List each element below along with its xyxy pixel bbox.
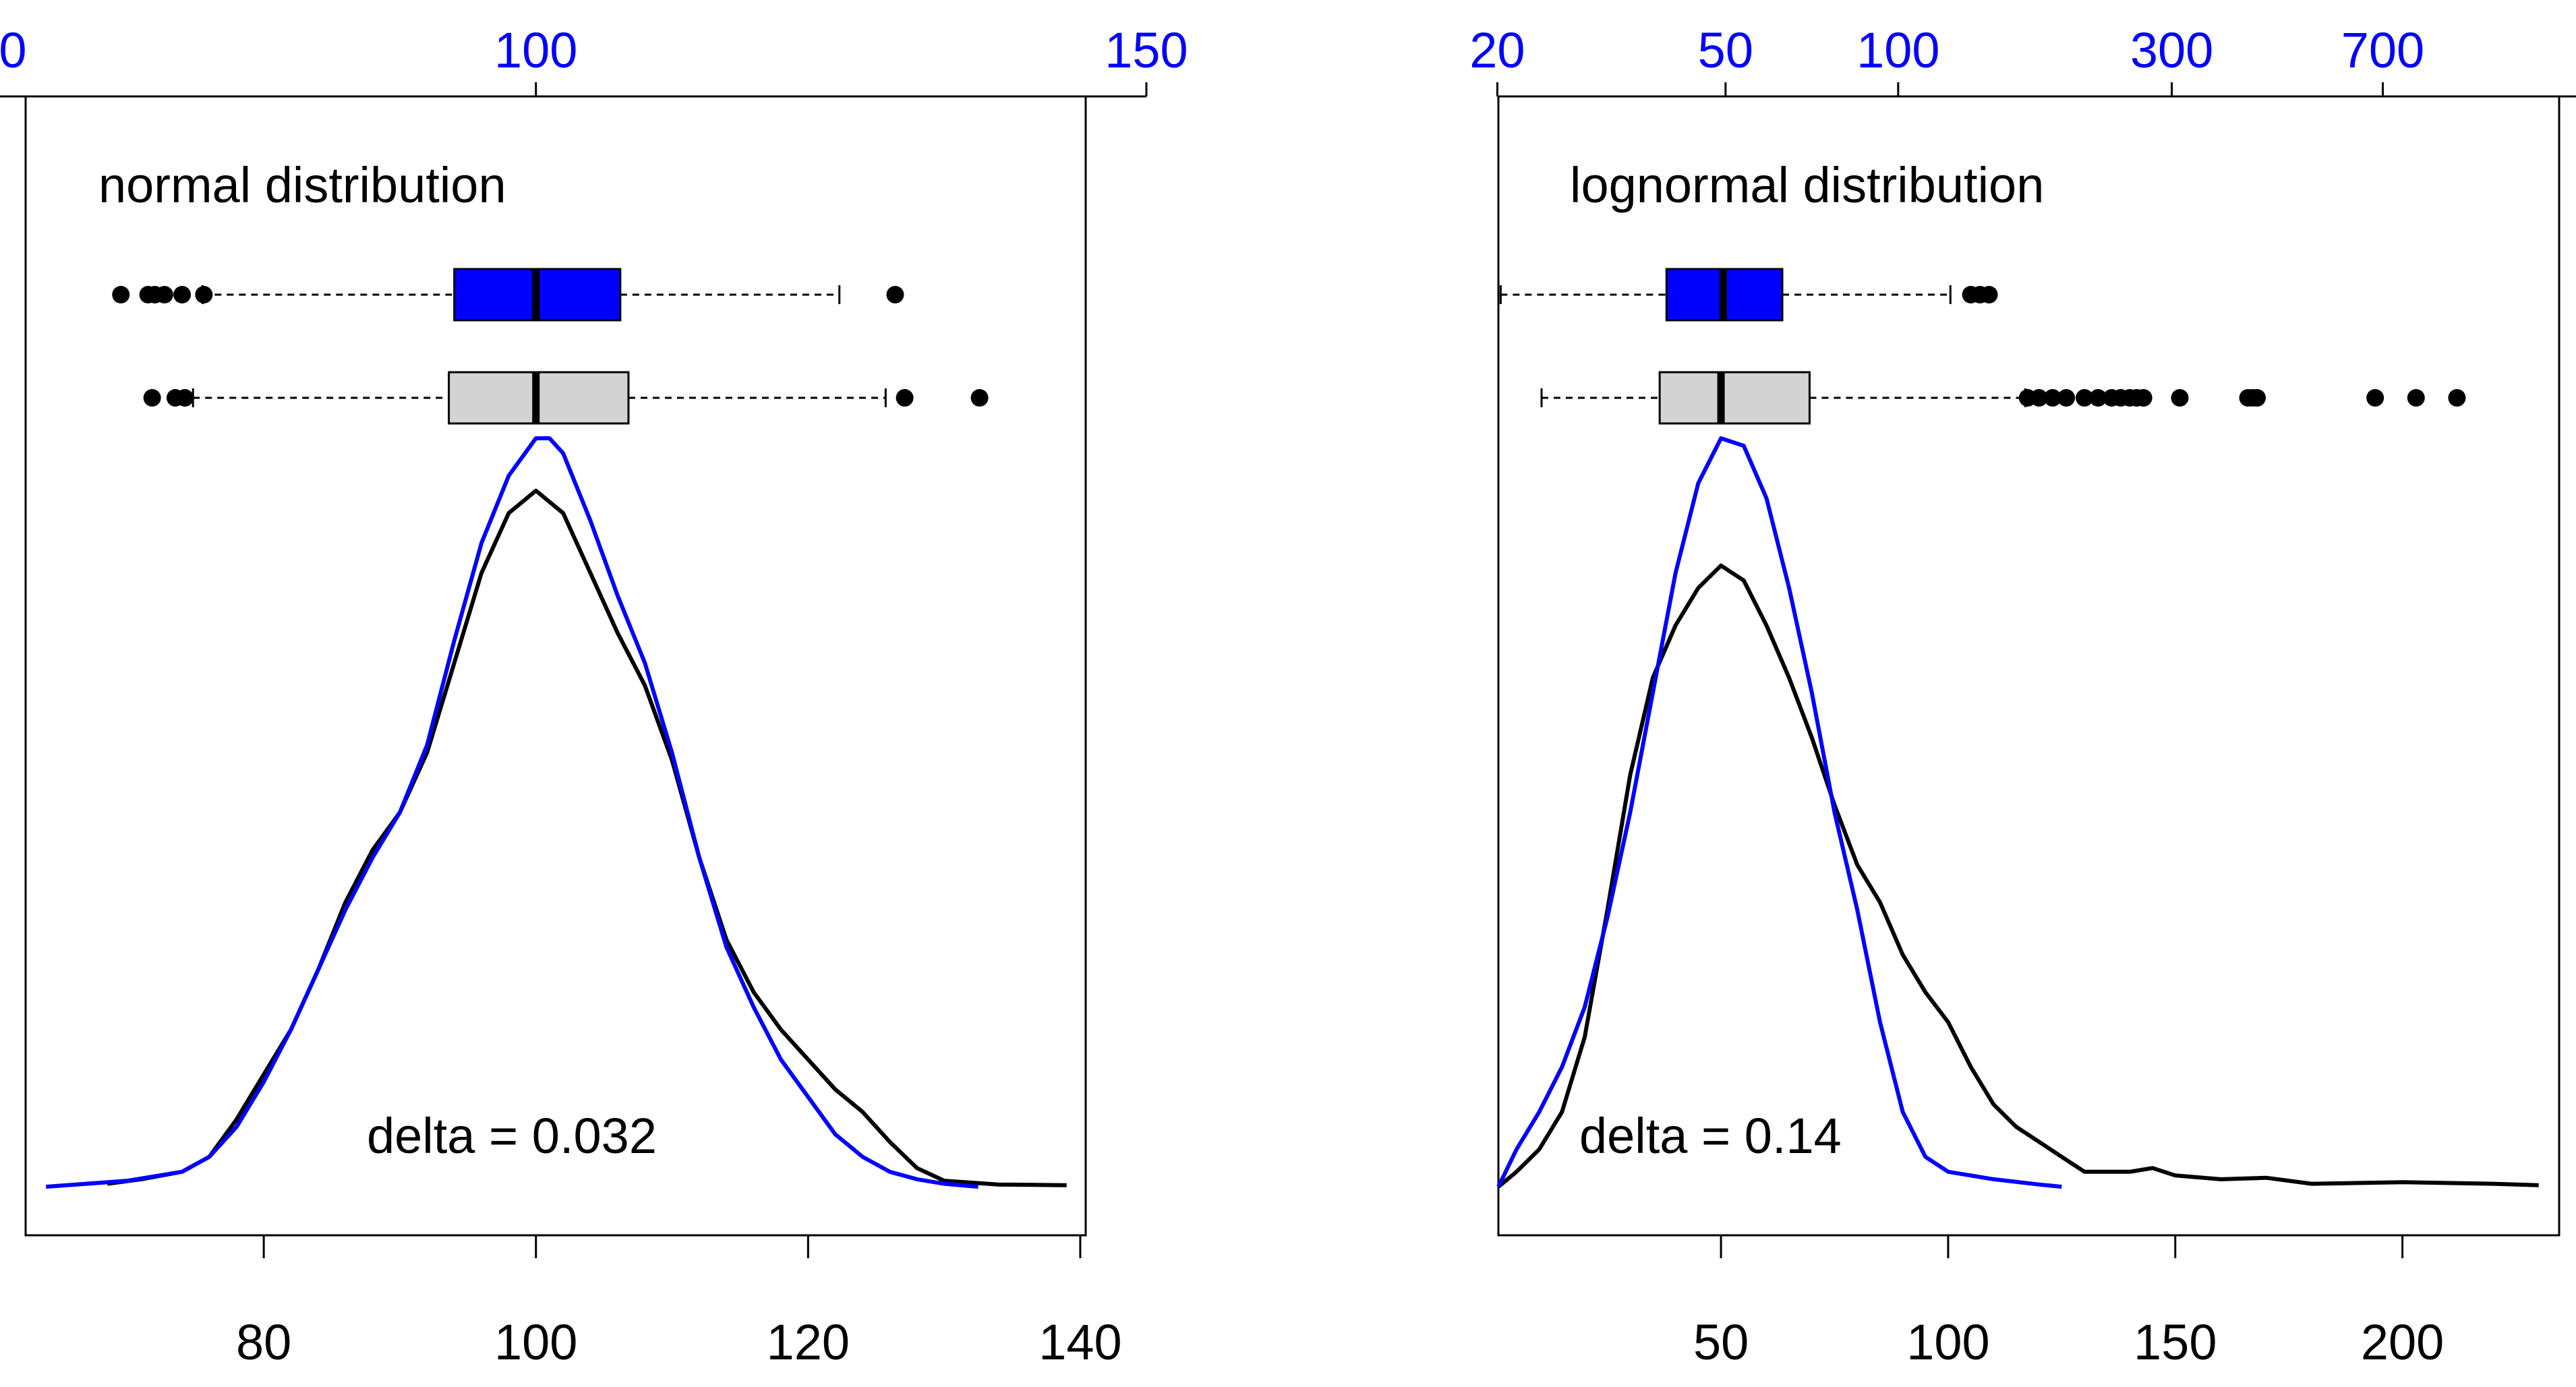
outlier-point — [886, 286, 904, 303]
top-tick-label: 50 — [1698, 22, 1753, 78]
boxplot-gray — [1540, 371, 2466, 425]
outlier-point — [173, 286, 192, 303]
outlier-point — [2407, 389, 2425, 407]
density-curve-blue — [46, 436, 978, 1189]
panel-lognormal-distribution: 5010015020020501003007002000lognormal di… — [1469, 22, 2576, 1370]
x-tick-label: 150 — [2134, 1314, 2217, 1370]
top-tick-label: 100 — [494, 22, 577, 78]
boxplot-gray — [143, 371, 989, 425]
outlier-point — [2134, 389, 2153, 407]
panel-normal-distribution: 80 100 120 140 70 100 150 normal distribution de… — [0, 22, 1188, 1370]
x-tick-label: 100 — [1906, 1314, 1989, 1370]
outlier-point — [2057, 389, 2076, 407]
outlier-point — [2043, 389, 2061, 407]
x-tick-label: 120 — [767, 1314, 850, 1370]
outlier-point — [112, 286, 130, 303]
outlier-point — [1980, 286, 1998, 303]
outlier-point — [2171, 389, 2189, 407]
boxplot-blue — [1499, 268, 1998, 322]
outlier-point — [896, 389, 914, 407]
plot-frame — [24, 95, 1087, 1237]
boxplot-blue — [112, 268, 904, 322]
outlier-point — [2089, 389, 2107, 407]
density-curve-black — [107, 488, 1067, 1187]
top-tick-label: 100 — [1856, 22, 1939, 78]
outlier-point — [2076, 389, 2094, 407]
outlier-point — [2030, 389, 2048, 407]
outlier-point — [176, 389, 194, 407]
panel-title: normal distribution — [98, 157, 506, 213]
top-tick-label: 70 — [0, 22, 27, 78]
outlier-point — [155, 286, 173, 303]
outlier-point — [2366, 389, 2384, 407]
x-tick-label: 200 — [2361, 1314, 2444, 1370]
panel-title: lognormal distribution — [1570, 157, 2044, 213]
top-tick-label: 150 — [1105, 22, 1188, 78]
density-curve-blue — [1496, 436, 2062, 1189]
outlier-point — [2248, 389, 2266, 407]
x-tick-label: 140 — [1038, 1314, 1121, 1370]
x-tick-label: 80 — [236, 1314, 291, 1370]
outlier-point — [2448, 389, 2466, 407]
top-tick-label: 300 — [2130, 22, 2213, 78]
top-tick-label: 700 — [2341, 22, 2424, 78]
outlier-point — [143, 389, 161, 407]
box-iqr — [1658, 371, 1811, 425]
x-tick-label: 50 — [1693, 1314, 1749, 1370]
delta-annotation: delta = 0.14 — [1579, 1108, 1842, 1164]
top-tick-label: 20 — [1469, 22, 1525, 78]
outlier-point — [970, 389, 989, 407]
x-tick-label: 100 — [494, 1314, 577, 1370]
density-curve-black — [1497, 563, 2539, 1189]
delta-annotation: delta = 0.032 — [367, 1108, 657, 1164]
outlier-point — [195, 286, 213, 303]
